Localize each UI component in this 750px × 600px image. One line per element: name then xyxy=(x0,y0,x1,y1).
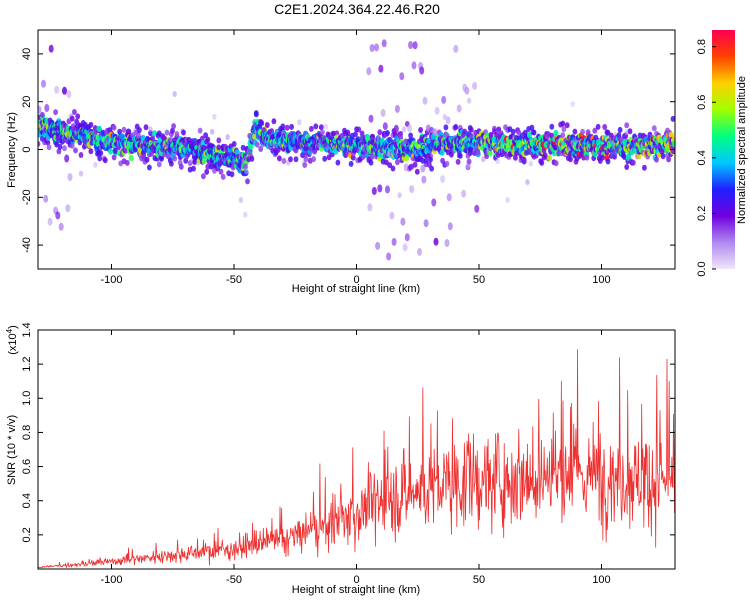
y-tick-label: 0.8 xyxy=(21,425,33,440)
x-tick-label: 0 xyxy=(353,574,359,586)
colorbar-label: Normalized spectral amplitude xyxy=(736,76,748,224)
colorbar: 0.0 0.2 0.4 0.6 0.8 Normalized spectral ampl… xyxy=(696,30,748,277)
snr-x-ticks: -100 -50 0 50 100 xyxy=(100,330,611,586)
colorbar-tick-label: 0.2 xyxy=(696,206,708,221)
x-tick-label: -50 xyxy=(226,574,242,586)
y-tick-label: 20 xyxy=(21,96,33,108)
colorbar-tick-label: 0.4 xyxy=(696,150,708,165)
x-tick-label: 100 xyxy=(592,574,610,586)
y-tick-label: 0.4 xyxy=(21,493,33,508)
colorbar-ticks: 0.0 0.2 0.4 0.6 0.8 xyxy=(696,39,716,277)
y-tick-label: 1.4 xyxy=(21,322,33,337)
spectrogram-x-axis-title: Height of straight line (km) xyxy=(292,283,420,295)
colorbar-tick-label: 0.6 xyxy=(696,95,708,110)
y-tick-label: -20 xyxy=(21,189,33,205)
y-tick-label: 1.2 xyxy=(21,356,33,371)
snr-x-axis-title: Height of straight line (km) xyxy=(292,584,420,596)
y-tick-label: 1.0 xyxy=(21,391,33,406)
x-tick-label: -100 xyxy=(100,574,122,586)
y-tick-label: 0.6 xyxy=(21,459,33,474)
x-tick-label: 50 xyxy=(473,274,485,286)
x-tick-label: -50 xyxy=(226,274,242,286)
x-tick-label: 0 xyxy=(353,274,359,286)
snr-y-unit: (x104) xyxy=(5,325,19,355)
spectrogram-x-ticks: -100 -50 0 50 100 xyxy=(100,30,611,286)
x-tick-label: 50 xyxy=(473,574,485,586)
snr-y-axis-title: SNR (10 * v/v) xyxy=(6,415,18,485)
x-tick-label: 100 xyxy=(592,274,610,286)
y-tick-label: 40 xyxy=(21,48,33,60)
y-tick-label: 0.2 xyxy=(21,527,33,542)
heatmap-cells xyxy=(38,39,675,261)
x-tick-label: -100 xyxy=(100,274,122,286)
y-tick-label: 0 xyxy=(21,146,33,152)
spectrogram-y-axis-title: Frequency (Hz) xyxy=(6,112,18,188)
snr-y-ticks: 0.2 0.4 0.6 0.8 1.0 1.2 1.4 xyxy=(21,322,675,543)
colorbar-tick-label: 0.0 xyxy=(696,261,708,276)
snr-series-line xyxy=(38,349,675,569)
colorbar-gradient xyxy=(712,30,735,269)
y-tick-label: -40 xyxy=(21,237,33,253)
figure-title: C2E1.2024.364.22.46.R20 xyxy=(274,1,440,17)
spectrogram-y-ticks: -40 -20 0 20 40 xyxy=(21,48,675,253)
spectrogram-panel: -100 -50 0 50 100 -40 -20 0 20 40 Height of stra… xyxy=(6,29,676,295)
snr-panel: -100 -50 0 50 100 0.2 0.4 0.6 0.8 1.0 1.2 1.4 Heig… xyxy=(5,322,676,596)
snr-frame xyxy=(37,329,676,570)
colorbar-tick-label: 0.8 xyxy=(696,39,708,54)
